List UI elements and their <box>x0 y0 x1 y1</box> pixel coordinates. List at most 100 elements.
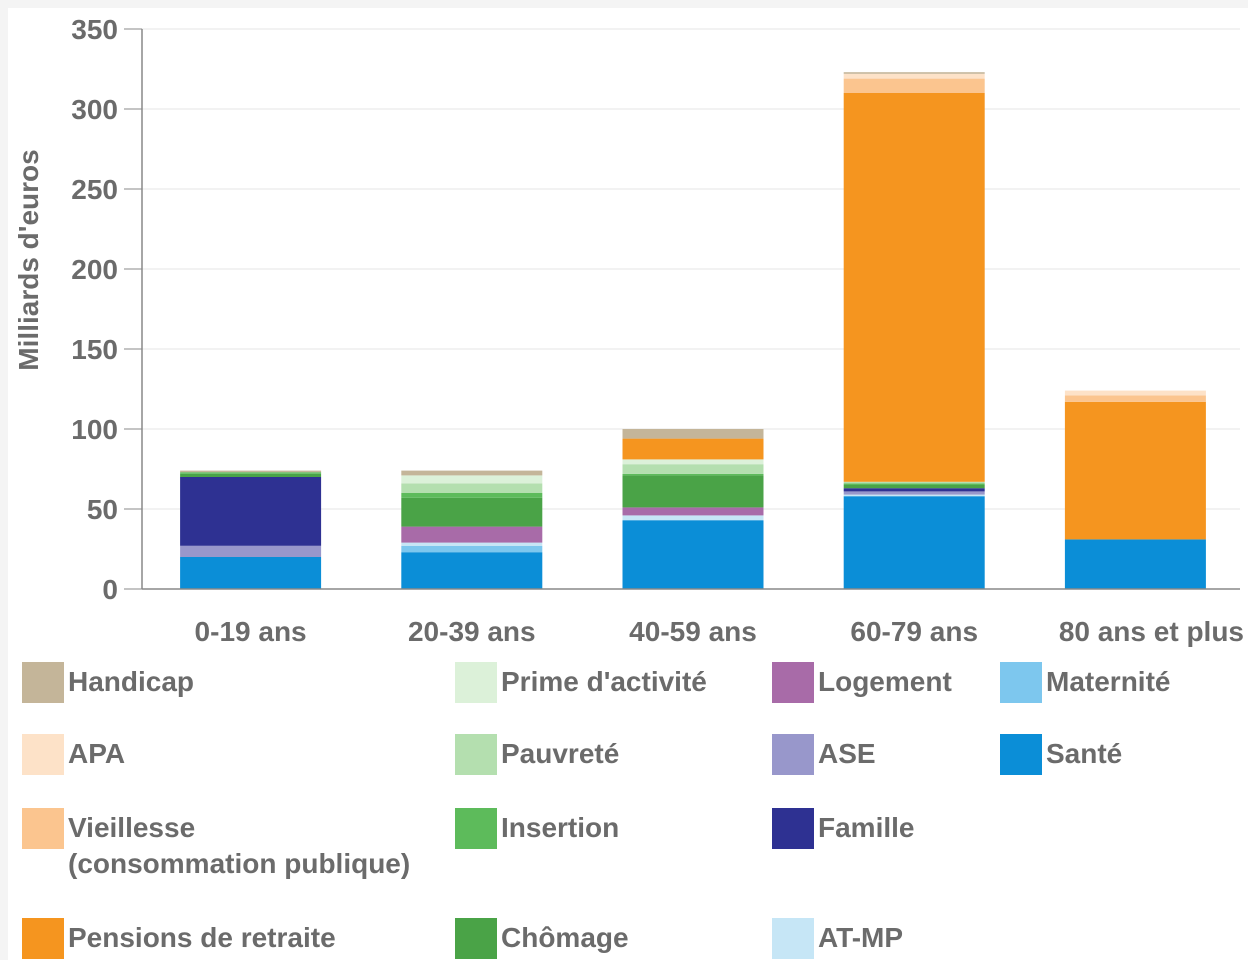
bar-segment <box>622 459 764 465</box>
legend-label: Santé <box>1046 736 1122 772</box>
legend-label-text: Maternité <box>1046 666 1171 697</box>
bar-segment <box>401 493 543 498</box>
bar-segment <box>843 496 985 589</box>
legend-swatch <box>455 918 497 959</box>
bar-segment <box>843 72 985 74</box>
bar-segment <box>180 470 322 473</box>
bar-segment <box>843 481 985 484</box>
bar-segment <box>1064 401 1206 540</box>
bar-segment <box>401 475 543 484</box>
legend-swatch <box>772 808 814 849</box>
legend-swatch <box>772 918 814 959</box>
legend-label-text: Pensions de retraite <box>68 922 336 953</box>
y-tick-label: 250 <box>71 174 118 205</box>
legend-label-text: Pauvreté <box>501 738 620 769</box>
legend-swatch <box>22 734 64 775</box>
legend-item: Famille <box>772 808 914 849</box>
legend-swatch <box>455 808 497 849</box>
bars <box>180 72 1206 589</box>
y-tick-label: 150 <box>71 334 118 365</box>
legend-item: APA <box>22 734 125 775</box>
bar-segment <box>843 488 985 492</box>
legend-label: Insertion <box>501 810 619 846</box>
legend-label: Vieillesse (consommation publique) <box>68 810 410 882</box>
legend-label-text: Famille <box>818 812 915 843</box>
bar-segment <box>843 483 985 485</box>
bar-segment <box>622 429 764 439</box>
legend-swatch <box>22 918 64 959</box>
stacked-bar-chart: 0 50 100 150 200 250 300 350 0-19 ans 20-39 ans 4… <box>13 14 1244 647</box>
legend-item: Pensions de retraite <box>22 918 336 959</box>
bar-segment <box>622 475 764 508</box>
legend-label: Pauvreté <box>501 736 619 772</box>
legend-item: Maternité <box>1000 662 1170 703</box>
bar-segment <box>401 526 543 543</box>
y-tick-label: 200 <box>71 254 118 285</box>
y-axis: 0 50 100 150 200 250 300 350 <box>71 14 143 605</box>
y-tick-label: 350 <box>71 14 118 45</box>
bar-segment <box>401 497 543 527</box>
x-tick-label: 0-19 ans <box>195 616 307 647</box>
legend-label: Famille <box>818 810 914 846</box>
legend-swatch <box>772 734 814 775</box>
legend-label-text: Chômage <box>501 922 629 953</box>
bar-segment <box>843 73 985 79</box>
legend-item: AT-MP <box>772 918 903 959</box>
legend-item: Vieillesse (consommation publique) <box>22 808 410 882</box>
bar-segment <box>180 472 322 474</box>
legend-item: ASE <box>772 734 876 775</box>
legend-swatch <box>772 662 814 703</box>
bar-segment <box>401 470 543 476</box>
y-tick-label: 0 <box>102 574 118 605</box>
bar-segment <box>1064 390 1206 396</box>
bar-segment <box>843 485 985 489</box>
bar-segment <box>401 542 543 546</box>
legend-swatch <box>1000 662 1042 703</box>
bar-segment <box>1064 539 1206 589</box>
legend-swatch <box>1000 734 1042 775</box>
legend-swatch <box>22 808 64 849</box>
bar-segment <box>401 483 543 493</box>
legend-item: Pauvreté <box>455 734 619 775</box>
bar-segment <box>843 93 985 482</box>
legend-label: AT-MP <box>818 920 903 956</box>
y-axis-title: Milliards d'euros <box>13 149 44 370</box>
bar-segment <box>401 552 543 589</box>
legend-item: Logement <box>772 662 952 703</box>
bar-segment <box>622 438 764 460</box>
legend-label-text-line2: (consommation publique) <box>68 848 411 879</box>
legend-label: Logement <box>818 664 952 700</box>
legend-label-text: ASE <box>818 738 876 769</box>
legend-label: Chômage <box>501 920 629 956</box>
bar-segment <box>180 473 322 477</box>
legend-item: Santé <box>1000 734 1122 775</box>
y-tick-label: 100 <box>71 414 118 445</box>
legend-swatch <box>22 662 64 703</box>
legend-label: ASE <box>818 736 876 772</box>
legend-item: Chômage <box>455 918 629 959</box>
legend-label: Maternité <box>1046 664 1170 700</box>
x-tick-label: 60-79 ans <box>850 616 978 647</box>
legend-label-text: Vieillesse <box>68 812 196 843</box>
legend-label-text: Santé <box>1046 738 1123 769</box>
legend-label-text: Logement <box>818 666 952 697</box>
y-tick-label: 50 <box>87 494 118 525</box>
legend-label-text: APA <box>68 738 126 769</box>
bar-segment <box>843 78 985 93</box>
x-axis: 0-19 ans 20-39 ans 40-59 ans 60-79 ans 80 an… <box>142 588 1244 647</box>
legend-label: Prime d'activité <box>501 664 707 700</box>
bar-segment <box>622 507 764 516</box>
legend-label-text: Insertion <box>501 812 620 843</box>
legend-label: Pensions de retraite <box>68 920 336 956</box>
x-tick-label: 40-59 ans <box>629 616 757 647</box>
y-tick-label: 300 <box>71 94 118 125</box>
legend-label-text: Prime d'activité <box>501 666 707 697</box>
legend-swatch <box>455 734 497 775</box>
x-tick-label: 20-39 ans <box>408 616 536 647</box>
bar-segment <box>622 515 764 521</box>
bar-segment <box>401 545 543 553</box>
bar-segment <box>180 545 322 557</box>
legend-item: Prime d'activité <box>455 662 707 703</box>
legend-label: APA <box>68 736 125 772</box>
legend-label-text: Handicap <box>68 666 195 697</box>
